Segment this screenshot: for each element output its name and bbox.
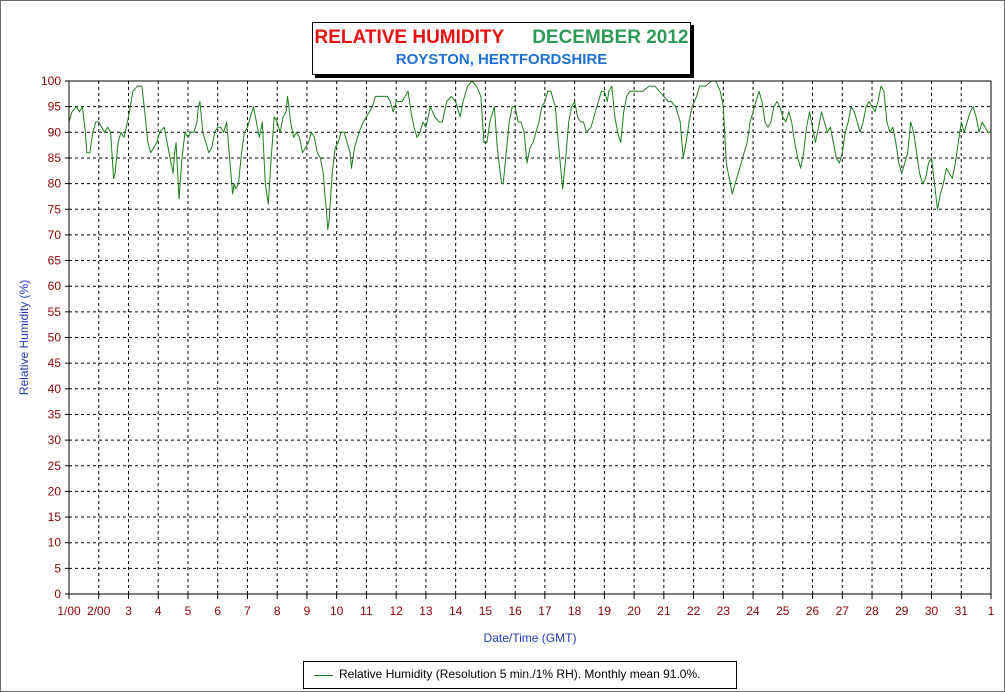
x-tick-label: 10 (330, 604, 344, 618)
y-tick-label: 0 (54, 587, 61, 601)
x-tick-label: 12 (389, 604, 403, 618)
series-line-relative-humidity (68, 80, 991, 231)
x-tick-label: 8 (274, 604, 281, 618)
y-tick-label: 85 (48, 151, 62, 165)
x-tick-label: 23 (717, 604, 731, 618)
y-tick-label: 55 (48, 305, 62, 319)
x-tick-label: 20 (627, 604, 641, 618)
y-axis-label: Relative Humidity (%) (17, 280, 31, 395)
y-tick-label: 70 (48, 228, 62, 242)
x-tick-label: 4 (155, 604, 162, 618)
x-tick-label: 9 (304, 604, 311, 618)
legend: Relative Humidity (Resolution 5 min./1% … (303, 661, 737, 689)
x-axis-label: Date/Time (GMT) (484, 631, 577, 645)
y-tick-label: 100 (41, 74, 61, 88)
x-tick-label: 25 (776, 604, 790, 618)
chart-title-box: RELATIVE HUMIDITY DECEMBER 2012 ROYSTON, … (312, 22, 691, 75)
x-tick-label: 2/00 (87, 604, 111, 618)
y-tick-label: 30 (48, 433, 62, 447)
y-tick-label: 10 (48, 536, 62, 550)
x-tick-label: 27 (836, 604, 850, 618)
x-tick-label: 28 (865, 604, 879, 618)
x-tick-label: 13 (419, 604, 433, 618)
x-tick-label: 21 (657, 604, 671, 618)
x-tick-label: 24 (746, 604, 760, 618)
x-tick-label: 31 (955, 604, 969, 618)
y-tick-label: 80 (48, 177, 62, 191)
x-tick-label: 17 (538, 604, 552, 618)
legend-swatch (314, 675, 333, 676)
y-tick-label: 60 (48, 279, 62, 293)
x-tick-label: 22 (687, 604, 701, 618)
y-tick-label: 20 (48, 484, 62, 498)
legend-entry: Relative Humidity (Resolution 5 min./1% … (339, 667, 701, 681)
chart-location: ROYSTON, HERTFORDSHIRE (395, 51, 608, 68)
x-tick-label: 26 (806, 604, 820, 618)
y-tick-label: 65 (48, 254, 62, 268)
y-tick-label: 90 (48, 125, 62, 139)
x-tick-label: 3 (125, 604, 132, 618)
chart-subtitle: DECEMBER 2012 (532, 27, 689, 48)
chart-title: RELATIVE HUMIDITY (314, 27, 505, 48)
y-tick-label: 25 (48, 459, 62, 473)
chart-title-line: RELATIVE HUMIDITY DECEMBER 2012 (313, 27, 690, 49)
y-tick-label: 45 (48, 356, 62, 370)
x-tick-label: 15 (479, 604, 493, 618)
x-tick-label: 11 (360, 604, 373, 618)
x-tick-label: 7 (244, 604, 251, 618)
x-tick-label: 1/00 (57, 604, 81, 618)
plot-area (68, 80, 992, 595)
y-tick-label: 75 (48, 202, 62, 216)
x-tick-label: 18 (568, 604, 582, 618)
y-tick-label: 5 (54, 561, 61, 575)
y-tick-label: 15 (48, 510, 62, 524)
x-tick-label: 29 (895, 604, 909, 618)
x-tick-label: 6 (214, 604, 221, 618)
y-tick-label: 40 (48, 382, 62, 396)
y-tick-label: 50 (48, 331, 62, 345)
x-tick-label: 14 (449, 604, 463, 618)
x-tick-label: 5 (185, 604, 192, 618)
x-tick-label: 16 (508, 604, 522, 618)
y-tick-label: 35 (48, 407, 62, 421)
x-tick-label: 1 (988, 604, 995, 618)
x-tick-label: 19 (598, 604, 612, 618)
y-tick-label: 95 (48, 100, 62, 114)
x-tick-label: 30 (925, 604, 939, 618)
